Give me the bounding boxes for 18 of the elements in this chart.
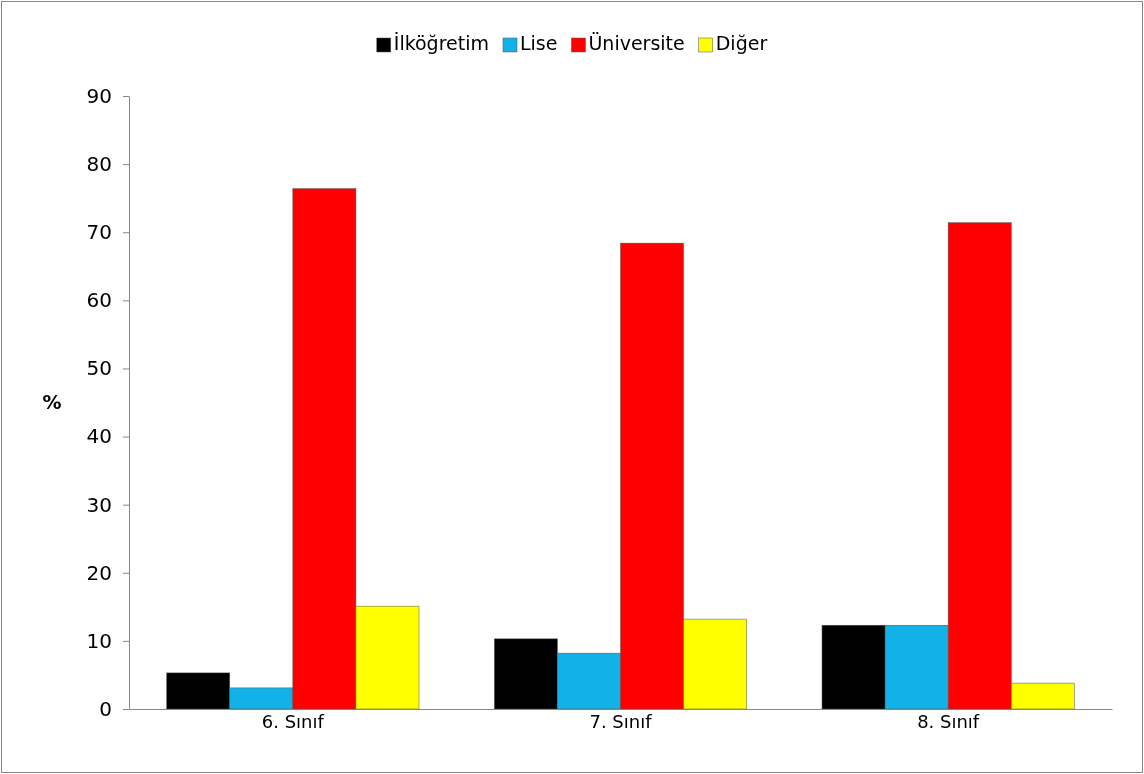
legend-label: Üniversite (588, 32, 685, 54)
y-tick-label: 0 (99, 696, 112, 721)
legend-label: İlköğretim (393, 32, 489, 54)
y-tick-label: 40 (86, 424, 112, 449)
y-tick-label: 60 (86, 288, 112, 313)
x-tick-label: 6. Sınıf (261, 711, 325, 732)
y-tick-label: 80 (86, 152, 112, 177)
y-tick-label: 90 (86, 83, 112, 108)
legend-label: Lise (519, 32, 558, 54)
y-tick-label: 20 (86, 560, 112, 585)
x-tick-label: 7. Sınıf (589, 711, 653, 732)
y-tick-label: 50 (86, 356, 112, 381)
x-tick-label: 8. Sınıf (917, 711, 980, 732)
y-tick-label: 70 (86, 220, 112, 245)
legend-label: Diğer (715, 32, 768, 54)
y-tick-label: 30 (86, 492, 112, 517)
y-axis-title: % (42, 390, 62, 413)
y-tick-label: 10 (86, 628, 112, 653)
